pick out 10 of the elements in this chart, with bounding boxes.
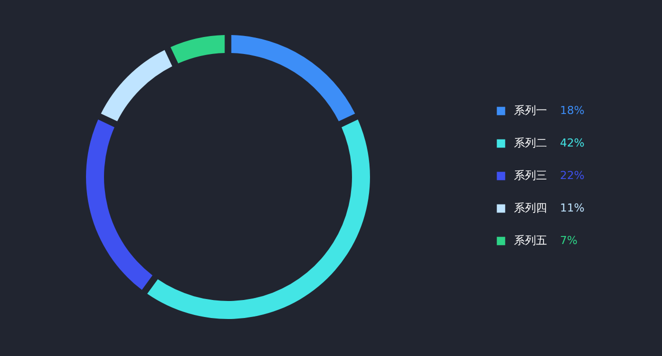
data-label: 22%	[560, 169, 584, 182]
data-label: 7%	[560, 234, 578, 247]
legend-label: 系列五	[514, 234, 547, 247]
legend-label: 系列一	[514, 104, 547, 117]
legend-label: 系列四	[514, 202, 547, 214]
data-label: 18%	[560, 104, 584, 117]
data-label: 42%	[560, 136, 584, 150]
legend-label: 系列三	[514, 169, 547, 182]
legend-label: 系列二	[514, 136, 547, 150]
data-label: 11%	[560, 202, 584, 214]
